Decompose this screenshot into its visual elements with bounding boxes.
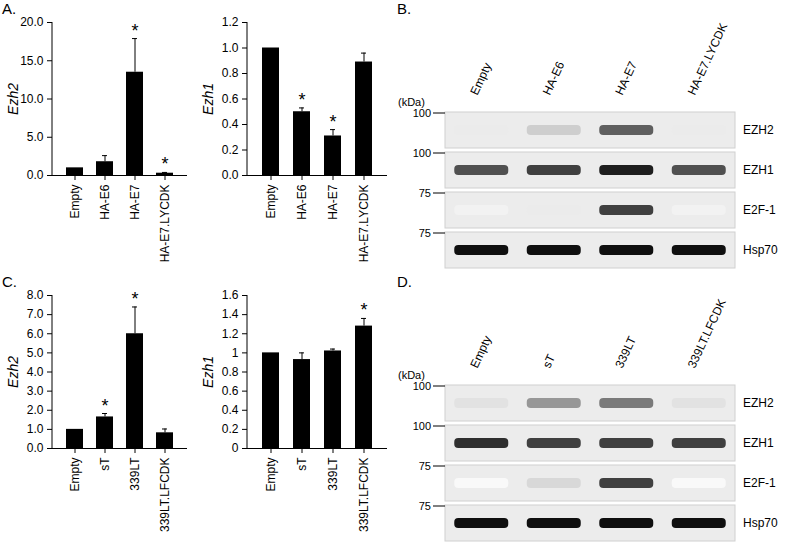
svg-text:*: * (131, 21, 138, 41)
svg-text:Empty: Empty (264, 458, 278, 492)
svg-text:339LT.LFCDK: 339LT.LFCDK (158, 458, 172, 532)
svg-text:10.0: 10.0 (20, 92, 44, 106)
svg-text:HA-E7.LYCDK: HA-E7.LYCDK (685, 21, 731, 97)
svg-text:100: 100 (413, 420, 431, 432)
svg-text:Ezh1: Ezh1 (200, 356, 216, 388)
svg-text:8.0: 8.0 (27, 288, 44, 302)
svg-text:339LT: 339LT (612, 334, 639, 371)
svg-text:1.0: 1.0 (27, 422, 44, 436)
svg-text:EZH2: EZH2 (743, 396, 774, 410)
svg-text:HA-E7: HA-E7 (326, 184, 340, 220)
svg-text:Empty: Empty (68, 458, 82, 492)
svg-text:5.0: 5.0 (27, 130, 44, 144)
svg-text:1.6: 1.6 (222, 288, 239, 302)
svg-text:Empty: Empty (264, 185, 278, 219)
svg-text:sT: sT (98, 457, 112, 471)
svg-text:*: * (131, 289, 138, 309)
html-text:D.: D. (397, 273, 412, 290)
svg-text:HA-E6: HA-E6 (540, 59, 568, 97)
svg-text:0.8: 0.8 (222, 365, 239, 379)
svg-text:0.0: 0.0 (27, 441, 44, 455)
svg-text:4.0: 4.0 (27, 365, 44, 379)
svg-text:100: 100 (413, 380, 431, 392)
html-text:C.: C. (2, 273, 17, 290)
svg-text:Empty: Empty (467, 334, 494, 371)
svg-text:EZH2: EZH2 (743, 123, 774, 137)
svg-text:75: 75 (419, 460, 431, 472)
svg-text:*: * (298, 90, 305, 110)
svg-text:1.0: 1.0 (222, 41, 239, 55)
html-text:B.: B. (397, 0, 412, 17)
svg-text:Ezh2: Ezh2 (5, 83, 21, 115)
svg-text:0.6: 0.6 (222, 384, 239, 398)
svg-text:0: 0 (232, 441, 239, 455)
svg-text:339LT: 339LT (128, 457, 142, 491)
svg-text:EZH1: EZH1 (743, 163, 774, 177)
svg-text:0.0: 0.0 (27, 168, 44, 182)
svg-text:100: 100 (413, 107, 431, 119)
svg-text:HA-E6: HA-E6 (295, 184, 309, 220)
svg-text:15.0: 15.0 (20, 54, 44, 68)
svg-text:E2F-1: E2F-1 (743, 203, 776, 217)
svg-text:sT: sT (295, 457, 309, 471)
svg-text:Ezh1: Ezh1 (200, 83, 216, 115)
svg-text:Empty: Empty (467, 61, 494, 98)
svg-text:EZH1: EZH1 (743, 436, 774, 450)
svg-text:HA-E6: HA-E6 (98, 184, 112, 220)
svg-text:75: 75 (419, 187, 431, 199)
svg-text:HA-E7.LYCDK: HA-E7.LYCDK (357, 185, 371, 263)
svg-text:0.6: 0.6 (222, 92, 239, 106)
svg-text:1.4: 1.4 (222, 307, 239, 321)
svg-text:Hsp70: Hsp70 (743, 243, 778, 257)
svg-text:339LT.LFCDK: 339LT.LFCDK (357, 458, 371, 532)
svg-text:20.0: 20.0 (20, 15, 44, 29)
svg-text:1.2: 1.2 (222, 15, 239, 29)
svg-text:(kDa): (kDa) (398, 369, 425, 381)
svg-text:5.0: 5.0 (27, 346, 44, 360)
svg-text:0.8: 0.8 (222, 66, 239, 80)
svg-text:0.0: 0.0 (222, 168, 239, 182)
svg-text:75: 75 (419, 500, 431, 512)
svg-text:339LT.LFCDK: 339LT.LFCDK (685, 297, 729, 370)
svg-text:1.2: 1.2 (222, 327, 239, 341)
svg-text:0.4: 0.4 (222, 403, 239, 417)
svg-text:HA-E7.LYCDK: HA-E7.LYCDK (158, 185, 172, 263)
svg-text:Empty: Empty (68, 185, 82, 219)
svg-text:2.0: 2.0 (27, 403, 44, 417)
svg-text:(kDa): (kDa) (398, 96, 425, 108)
svg-text:Ezh2: Ezh2 (5, 356, 21, 388)
svg-text:HA-E7: HA-E7 (612, 59, 640, 97)
html-text:A.: A. (2, 0, 17, 17)
svg-text:1: 1 (232, 346, 239, 360)
svg-text:*: * (360, 300, 367, 320)
svg-text:339LT: 339LT (326, 457, 340, 491)
svg-text:7.0: 7.0 (27, 307, 44, 321)
svg-text:Hsp70: Hsp70 (743, 516, 778, 530)
svg-text:75: 75 (419, 227, 431, 239)
svg-text:100: 100 (413, 147, 431, 159)
svg-text:3.0: 3.0 (27, 384, 44, 398)
svg-text:0.2: 0.2 (222, 422, 239, 436)
svg-text:HA-E7: HA-E7 (128, 184, 142, 220)
svg-text:6.0: 6.0 (27, 327, 44, 341)
svg-text:*: * (101, 396, 108, 416)
svg-text:*: * (329, 112, 336, 132)
svg-text:E2F-1: E2F-1 (743, 476, 776, 490)
svg-text:0.4: 0.4 (222, 117, 239, 131)
svg-text:*: * (161, 154, 168, 174)
svg-text:0.2: 0.2 (222, 143, 239, 157)
svg-text:sT: sT (540, 352, 559, 371)
